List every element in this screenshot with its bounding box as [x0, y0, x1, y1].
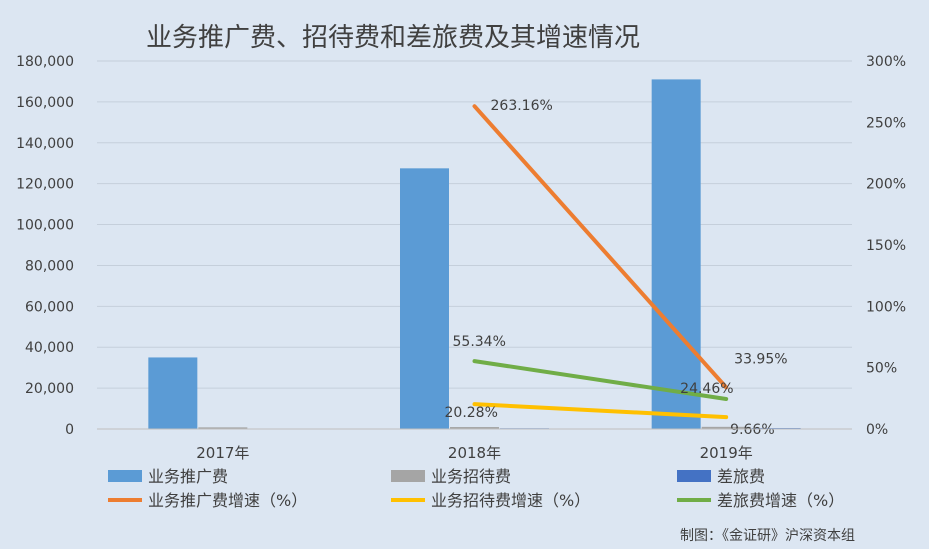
- data-label: 55.34%: [453, 334, 506, 350]
- category-label: 2018年: [448, 444, 501, 462]
- bar-1: [400, 168, 449, 430]
- left-tick-label: 140,000: [16, 136, 74, 152]
- legend-swatch: [108, 470, 142, 482]
- legend-label: 业务推广费: [148, 467, 228, 486]
- gridlines: [97, 60, 852, 430]
- data-label: 24.46%: [680, 381, 733, 397]
- legend-swatch: [677, 470, 711, 482]
- data-label: 9.66%: [730, 422, 774, 438]
- right-tick-label: 200%: [866, 177, 906, 193]
- legend-swatch: [391, 470, 425, 482]
- left-tick-label: 180,000: [16, 54, 74, 70]
- series-line: [472, 104, 729, 390]
- line-series: 263.16% 33.95% 20.28% 9.66% 55.34% 24.46%: [445, 98, 788, 438]
- left-tick-label: 80,000: [25, 258, 74, 274]
- bar-1: [148, 357, 198, 429]
- legend-label: 差旅费增速（%）: [717, 491, 844, 510]
- left-axis-ticks: 0 20,000 40,000 60,000 80,000 100,000 120,000 1…: [16, 54, 74, 438]
- bar-1: [651, 79, 701, 430]
- data-label: 20.28%: [445, 405, 498, 421]
- data-label: 33.95%: [734, 351, 787, 367]
- left-tick-label: 20,000: [25, 381, 74, 397]
- bar-series: [148, 79, 801, 430]
- bar-2: [450, 427, 499, 429]
- credit-text: 制图：《金证研》沪深资本组: [680, 528, 855, 544]
- bar-2: [701, 426, 751, 429]
- left-tick-label: 120,000: [16, 177, 74, 193]
- right-tick-label: 300%: [866, 54, 906, 70]
- right-tick-label: 100%: [866, 299, 906, 315]
- right-axis-ticks: 0% 50% 100% 150% 200% 250% 300%: [866, 54, 906, 438]
- legend-label: 业务招待费: [431, 467, 511, 486]
- chart-title: 业务推广费、招待费和差旅费及其增速情况: [146, 23, 640, 53]
- legend-label: 差旅费: [717, 467, 765, 486]
- left-tick-label: 100,000: [16, 218, 74, 234]
- right-tick-label: 250%: [866, 115, 906, 131]
- right-tick-label: 0%: [866, 422, 888, 438]
- left-tick-label: 60,000: [25, 299, 74, 315]
- category-label: 2019年: [700, 444, 753, 462]
- data-label: 263.16%: [491, 98, 553, 114]
- left-tick-label: 40,000: [25, 340, 74, 356]
- series-line: [472, 359, 729, 401]
- category-label: 2017年: [196, 444, 249, 462]
- legend-label: 业务招待费增速（%）: [431, 491, 590, 510]
- series-line: [472, 402, 729, 420]
- category-axis: 2017年 2018年 2019年: [97, 428, 852, 462]
- right-tick-label: 50%: [866, 361, 897, 377]
- left-tick-label: 160,000: [16, 95, 74, 111]
- bar-2: [198, 427, 248, 429]
- legend-label: 业务推广费增速（%）: [148, 491, 307, 510]
- left-tick-label: 0: [65, 422, 74, 438]
- right-tick-label: 150%: [866, 238, 906, 254]
